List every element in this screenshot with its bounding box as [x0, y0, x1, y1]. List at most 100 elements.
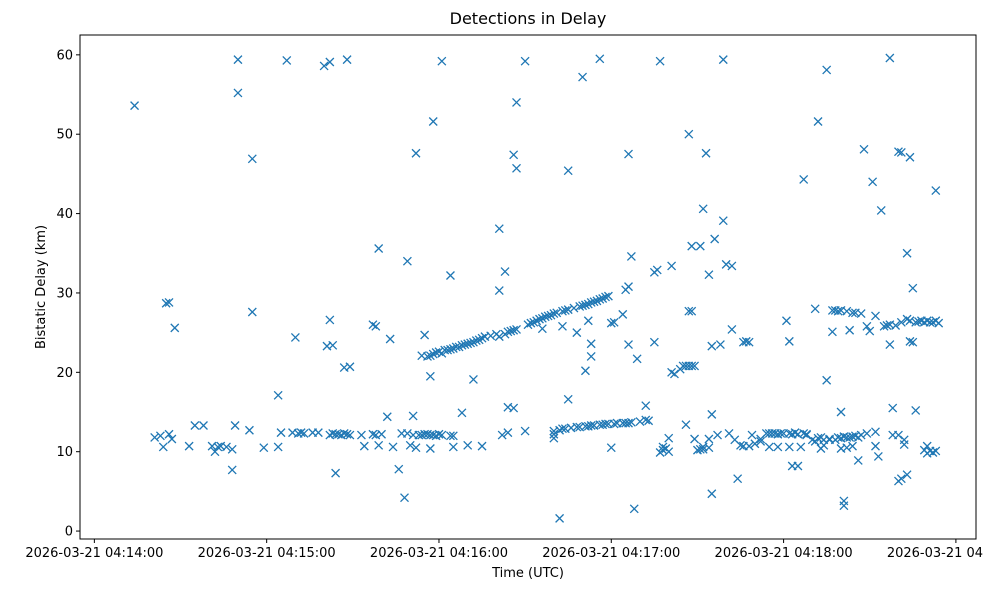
detection-point — [601, 419, 610, 429]
detection-point — [635, 417, 645, 426]
detection-point — [325, 57, 335, 67]
detection-point — [563, 166, 573, 176]
detection-markers — [130, 53, 944, 523]
detection-point — [213, 442, 223, 452]
detection-point — [908, 337, 918, 347]
detection-point — [822, 375, 832, 385]
detection-point — [896, 474, 906, 484]
detection-point — [560, 305, 570, 315]
detection-point — [385, 334, 395, 344]
detection-point — [905, 336, 915, 346]
detection-point — [167, 434, 177, 444]
detection-point — [434, 429, 444, 439]
detection-point — [618, 309, 628, 319]
detection-point — [629, 504, 639, 514]
detection-point — [244, 425, 254, 435]
detection-point — [345, 362, 355, 372]
detection-point — [512, 163, 521, 173]
detection-point — [388, 442, 398, 452]
detection-point — [624, 418, 633, 428]
detection-point — [667, 261, 677, 271]
detection-point — [377, 429, 386, 439]
detection-point — [575, 301, 585, 311]
detection-point — [822, 65, 832, 75]
detection-point — [862, 428, 872, 438]
detection-point — [796, 442, 806, 452]
detection-point — [555, 513, 565, 523]
detection-point — [512, 325, 521, 334]
detection-point — [701, 148, 711, 158]
detection-point — [690, 361, 700, 371]
detection-point — [873, 451, 883, 461]
detection-point — [718, 216, 728, 226]
detection-point — [802, 430, 812, 440]
detection-point — [687, 241, 697, 251]
detection-point — [848, 308, 857, 318]
detection-point — [603, 291, 613, 301]
detection-point — [871, 427, 880, 437]
axes-background — [80, 35, 976, 539]
detection-point — [842, 306, 852, 316]
detection-point — [845, 325, 855, 335]
detection-point — [451, 342, 461, 352]
detection-point — [408, 411, 418, 421]
detection-point — [494, 224, 504, 234]
detection-point — [411, 443, 421, 453]
detection-point — [885, 53, 895, 63]
detection-point — [848, 441, 857, 451]
detection-point — [704, 443, 714, 453]
detection-point — [558, 321, 567, 331]
detection-point — [509, 325, 519, 335]
detection-point — [586, 298, 596, 307]
y-tick-label: 30 — [56, 286, 73, 301]
detection-point — [908, 283, 918, 293]
detection-point — [325, 315, 335, 325]
detection-point — [382, 412, 392, 422]
detection-point — [652, 265, 662, 275]
detection-point — [707, 341, 717, 351]
detection-point — [233, 55, 243, 65]
x-axis-ticks: 2026-03-21 04:14:00 2026-03-21 04:15:00 20… — [25, 539, 984, 561]
detection-point — [839, 501, 849, 511]
detection-point — [744, 441, 754, 451]
detection-point — [402, 256, 412, 266]
detection-point — [606, 318, 616, 328]
detection-point — [563, 394, 573, 404]
detection-point — [506, 326, 516, 336]
detection-point — [503, 428, 513, 438]
detection-point — [549, 309, 559, 319]
detection-point — [595, 54, 605, 64]
detection-point — [827, 327, 837, 337]
detection-point — [911, 405, 921, 415]
detection-point — [463, 339, 473, 349]
detection-point — [158, 442, 168, 452]
detection-point — [684, 306, 694, 316]
y-tick-label: 0 — [65, 525, 73, 540]
detection-point — [457, 340, 467, 350]
detection-point — [902, 248, 912, 258]
detection-point — [247, 307, 257, 317]
detection-point — [707, 489, 717, 499]
detection-point — [345, 430, 355, 440]
detection-point — [690, 434, 700, 444]
detection-point — [784, 442, 794, 452]
detection-point — [727, 325, 737, 334]
detection-point — [374, 440, 384, 450]
chart-title: Detections in Delay — [450, 9, 607, 28]
detection-point — [626, 417, 636, 427]
detection-point — [888, 403, 898, 413]
detection-point — [586, 339, 596, 349]
detection-point — [641, 401, 651, 411]
detection-point — [535, 314, 544, 324]
y-axis-label: Bistatic Delay (km) — [34, 225, 49, 349]
detection-point — [721, 259, 731, 269]
detection-point — [512, 98, 521, 107]
detection-point — [446, 431, 455, 441]
detection-point — [782, 316, 791, 326]
detection-point — [885, 340, 895, 350]
detection-point — [486, 331, 496, 341]
y-tick-label: 60 — [56, 48, 73, 63]
detection-point — [420, 330, 430, 340]
detection-point — [799, 174, 809, 184]
detection-point — [784, 336, 794, 346]
